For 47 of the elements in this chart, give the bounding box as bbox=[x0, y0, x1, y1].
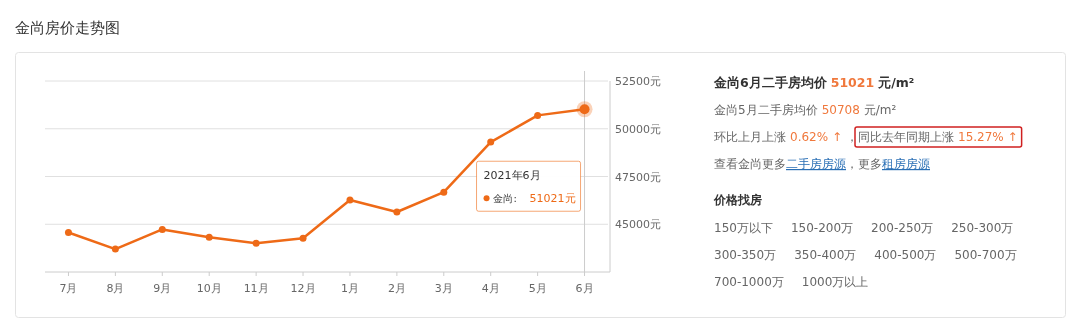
text: 50708 bbox=[821, 103, 860, 117]
text: 元/m² bbox=[877, 75, 915, 90]
text: 15.27% ↑ bbox=[958, 130, 1018, 144]
text: 租房房源 bbox=[882, 157, 930, 171]
text: 金尚6月二手房均价 bbox=[713, 75, 828, 90]
text: 51021 bbox=[830, 75, 875, 90]
text: 价格找房 bbox=[713, 193, 762, 207]
text: 同比去年同期上涨 bbox=[858, 130, 954, 144]
text: 150-200万 bbox=[790, 221, 854, 235]
text: 350-400万 bbox=[794, 248, 857, 262]
annotation: 2021年6月 bbox=[483, 169, 541, 183]
text: 200-250万 bbox=[871, 221, 934, 235]
text: 250-300万 bbox=[951, 221, 1014, 235]
text: 金尚5月二手房均价 bbox=[714, 103, 818, 117]
text: 150万以下 bbox=[714, 221, 773, 235]
text: 700-1000万 bbox=[714, 275, 784, 289]
y-tick-label: 45000元 bbox=[615, 218, 661, 232]
x-tick-label: 1月 bbox=[340, 282, 359, 295]
x-tick-label: 5月 bbox=[528, 282, 547, 295]
annotation: 51021元 bbox=[529, 192, 576, 206]
text: 500-700万 bbox=[954, 248, 1017, 262]
text: 1000万以上 bbox=[801, 275, 869, 289]
y-tick-label: 47500元 bbox=[615, 170, 661, 184]
legend-label: 金尚 bbox=[492, 193, 513, 205]
y-tick-label: 50000元 bbox=[615, 122, 661, 136]
x-tick-label: 4月 bbox=[481, 282, 500, 295]
text: 查看金尚更多 bbox=[714, 157, 786, 171]
x-tick-label: 10月 bbox=[196, 282, 222, 295]
text: 二手房房源 bbox=[786, 157, 846, 171]
text: ，更多 bbox=[846, 157, 882, 171]
x-tick-label: 3月 bbox=[434, 282, 453, 295]
x-tick-label: 9月 bbox=[153, 282, 172, 295]
text: 300-350万 bbox=[714, 248, 777, 262]
x-tick-label: 8月 bbox=[106, 282, 125, 295]
text: ， bbox=[846, 130, 858, 144]
x-tick-label: 12月 bbox=[290, 282, 316, 295]
annotation: : bbox=[513, 193, 517, 205]
x-tick-label: 11月 bbox=[243, 282, 269, 295]
y-tick-label: 52500元 bbox=[615, 75, 661, 88]
text: 元/m² bbox=[863, 103, 897, 117]
text: 400-500万 bbox=[874, 248, 937, 262]
chart-title: 金尚房价走势图 bbox=[15, 19, 120, 37]
x-tick-label: 2月 bbox=[387, 282, 406, 295]
x-tick-label: 7月 bbox=[59, 282, 78, 295]
text: 环比上月上涨 bbox=[714, 130, 786, 144]
text: 0.62% ↑ bbox=[790, 130, 842, 144]
x-tick-label: 6月 bbox=[575, 282, 594, 295]
